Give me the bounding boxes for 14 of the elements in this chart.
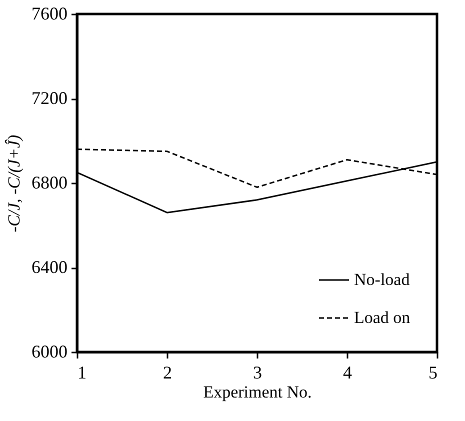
y-tick-label: 6000 xyxy=(32,342,68,362)
y-tick-label: 7600 xyxy=(32,4,68,24)
y-axis-title: -C/J, -C/(J+Ĵ) xyxy=(4,134,24,232)
x-tick-label: 4 xyxy=(343,362,352,382)
x-axis-title: Experiment No. xyxy=(203,382,312,402)
x-tick-label: 2 xyxy=(163,362,172,382)
legend-label: Load on xyxy=(354,308,411,327)
y-tick-label: 7200 xyxy=(32,88,68,108)
x-tick-label: 3 xyxy=(253,362,262,382)
x-tick-label: 1 xyxy=(78,362,86,382)
x-tick-label: 5 xyxy=(428,362,438,382)
y-tick-label: 6800 xyxy=(32,172,68,192)
legend-label: No-load xyxy=(354,270,410,289)
y-tick-label: 6400 xyxy=(32,257,68,277)
